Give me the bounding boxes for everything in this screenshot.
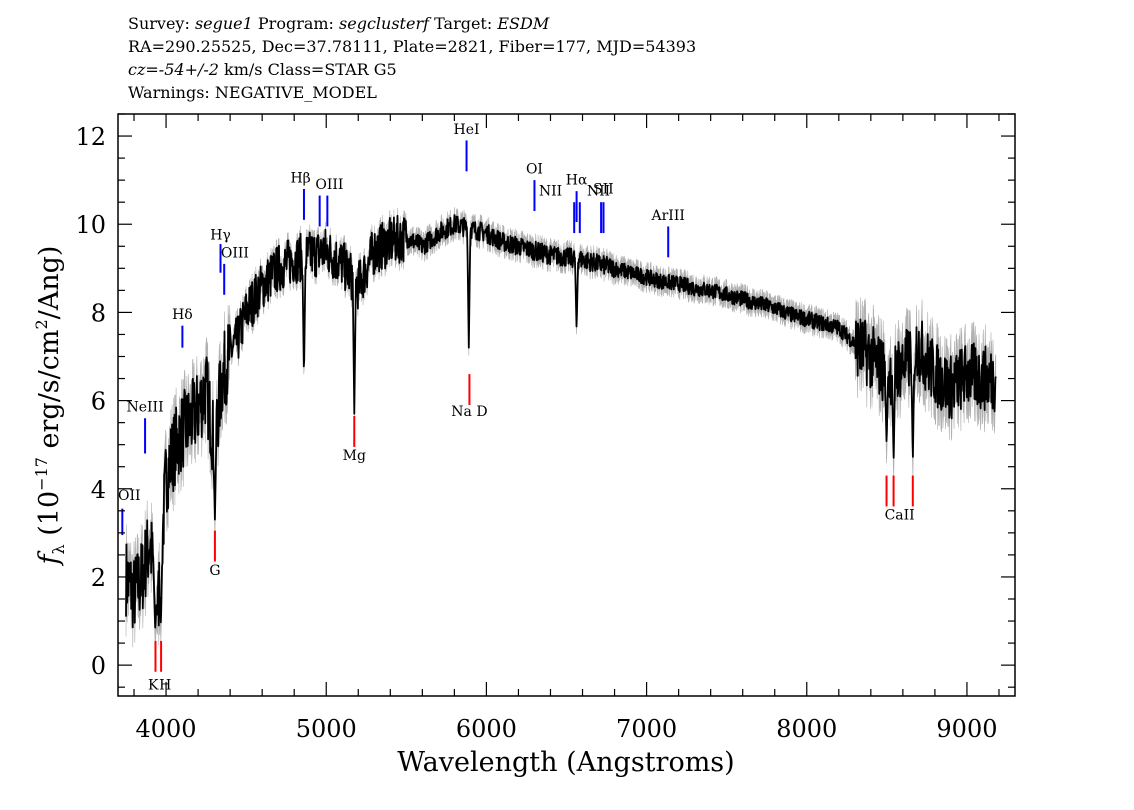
program-label: Program: <box>252 14 340 33</box>
x-tick-label: 5000 <box>296 715 357 743</box>
header-coords-line: RA=290.25525, Dec=37.78111, Plate=2821, … <box>128 37 697 56</box>
line-label: K <box>148 677 159 693</box>
survey-label: Survey: <box>128 14 195 33</box>
line-label: OI <box>526 162 543 178</box>
line-label: Hγ <box>210 228 231 244</box>
svg-text:fλ (10−17 erg/s/cm2/Ang): fλ (10−17 erg/s/cm2/Ang) <box>32 246 68 567</box>
line-label: CaII <box>885 508 915 524</box>
target-label: Target: <box>429 14 498 33</box>
cz-value: -54+/-2 <box>158 60 219 79</box>
program-value: segclusterf <box>339 14 430 33</box>
x-tick-label: 9000 <box>936 715 997 743</box>
x-tick-label: 6000 <box>456 715 517 743</box>
target-value: ESDM <box>497 14 550 33</box>
x-tick-label: 7000 <box>616 715 677 743</box>
cz-class: km/s Class=STAR G5 <box>218 60 397 79</box>
line-label: Hα <box>566 173 588 189</box>
line-label: Na D <box>451 404 487 420</box>
error-band <box>125 207 997 648</box>
line-label: H <box>159 677 171 693</box>
x-axis-label: Wavelength (Angstroms) <box>397 747 734 778</box>
line-label: Hδ <box>172 307 193 323</box>
y-tick-label: 12 <box>75 123 106 151</box>
axis-tick-layer: 4000 5000 6000 7000 8000 9000 0 2 4 6 8 10 12 <box>75 113 1015 743</box>
y-tick-label: 8 <box>91 299 106 327</box>
line-label: G <box>209 563 220 579</box>
y-tick-label: 4 <box>91 476 106 504</box>
line-label: Hβ <box>290 170 310 186</box>
x-tick-label: 8000 <box>776 715 837 743</box>
header-survey-line: Survey: segue1 Program: segclusterf Targ… <box>128 12 696 35</box>
error-band-layer <box>125 207 997 648</box>
line-label: OIII <box>315 177 343 193</box>
line-label: NeIII <box>126 400 163 416</box>
y-tick-label: 2 <box>91 564 106 592</box>
line-label: NII <box>539 184 562 200</box>
spectrum-header: Survey: segue1 Program: segclusterf Targ… <box>128 12 696 104</box>
y-tick-label: 6 <box>91 388 106 416</box>
line-label: Mg <box>343 448 366 464</box>
header-warnings-line: Warnings: NEGATIVE_MODEL <box>128 83 377 102</box>
y-tick-label: 10 <box>75 211 106 239</box>
cz-prefix: cz= <box>128 60 159 79</box>
survey-value: segue1 <box>194 14 253 33</box>
line-label: ArIII <box>651 208 685 224</box>
y-tick-label: 0 <box>91 652 106 680</box>
plot-frame <box>117 113 1016 697</box>
line-label: HeI <box>454 122 480 138</box>
line-label: OIII <box>221 245 249 261</box>
line-label: SII <box>593 181 614 197</box>
line-label: OII <box>118 488 141 504</box>
y-axis-label: fλ (10−17 erg/s/cm2/Ang) <box>32 246 68 567</box>
line-label: NII <box>587 184 610 200</box>
header-redshift-line: cz=-54+/-2 km/s Class=STAR G5 <box>128 58 696 81</box>
flux-layer <box>125 214 997 629</box>
x-tick-label: 4000 <box>136 715 197 743</box>
flux-line <box>125 214 997 629</box>
